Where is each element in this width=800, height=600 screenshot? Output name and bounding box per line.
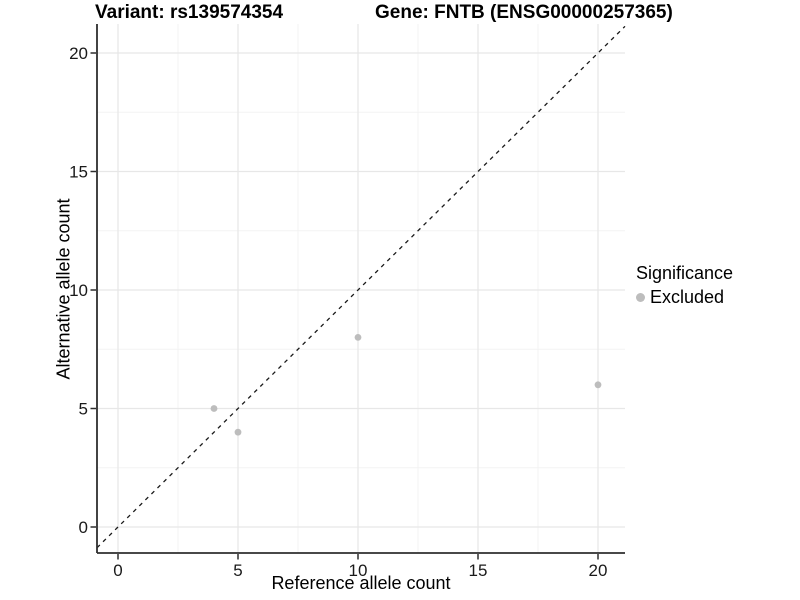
legend-title: Significance bbox=[636, 263, 734, 283]
data-point bbox=[234, 428, 242, 436]
legend: Significance Excluded bbox=[636, 263, 733, 308]
x-tick-label: 5 bbox=[233, 561, 242, 580]
y-tick-label: 5 bbox=[79, 400, 88, 419]
data-point bbox=[354, 334, 362, 341]
plot-title-gene: Gene: FNTB (ENSG00000257365) bbox=[375, 2, 673, 23]
x-tick-label: 10 bbox=[349, 561, 368, 580]
legend-item-excluded: Excluded bbox=[636, 287, 733, 308]
plot-title-variant: Variant: rs139574354 bbox=[95, 2, 284, 23]
x-tick-label: 20 bbox=[589, 561, 608, 580]
x-tick-label: 0 bbox=[113, 561, 122, 580]
x-tick-label: 15 bbox=[469, 561, 488, 580]
y-tick-label: 20 bbox=[69, 44, 88, 63]
y-axis-title: Alternative allele count bbox=[53, 198, 74, 380]
data-point bbox=[210, 405, 218, 412]
y-tick-label: 15 bbox=[69, 163, 88, 182]
y-tick-label: 0 bbox=[79, 518, 88, 537]
identity-line bbox=[96, 25, 626, 549]
data-point bbox=[594, 381, 602, 389]
x-axis-title: Reference allele count bbox=[271, 573, 451, 593]
excluded-point-icon bbox=[636, 293, 645, 302]
y-tick-label: 10 bbox=[69, 281, 88, 300]
legend-item-label: Excluded bbox=[650, 287, 725, 307]
